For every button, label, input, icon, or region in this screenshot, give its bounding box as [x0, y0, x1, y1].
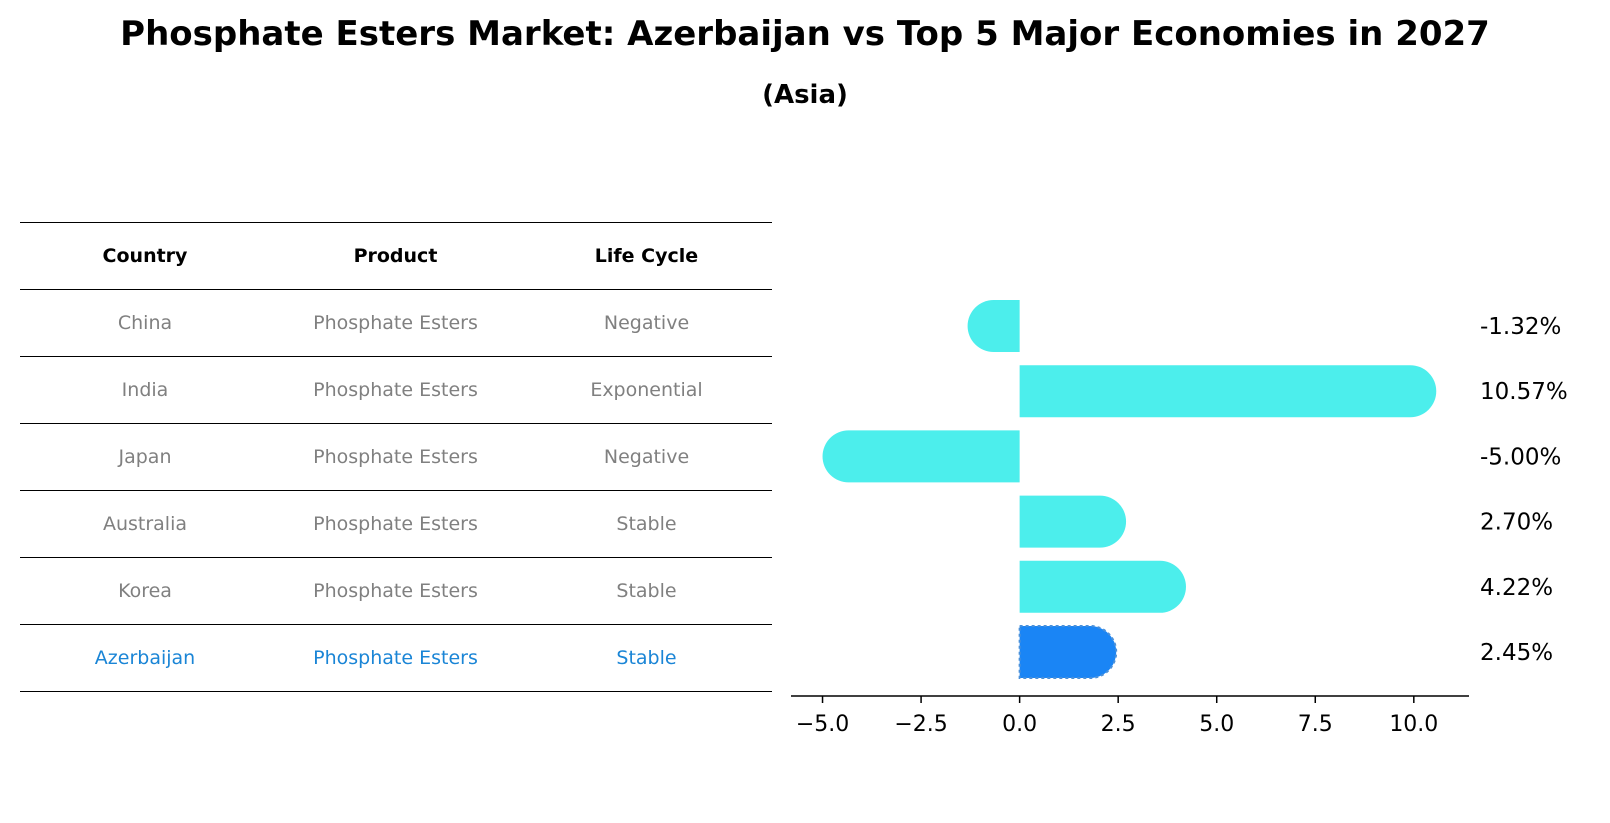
cell-country: Australia	[20, 490, 270, 558]
value-label: 4.22%	[1480, 575, 1553, 601]
bar-azerbaijan	[1018, 625, 1118, 679]
country-table: Country Product Life Cycle China Phospha…	[20, 222, 772, 692]
table-header-row: Country Product Life Cycle	[20, 222, 772, 290]
table-row: Australia Phosphate Esters Stable	[20, 490, 772, 558]
cell-country: Japan	[20, 423, 270, 491]
chart-subtitle: (Asia)	[762, 80, 848, 110]
x-tick-label: −5.0	[796, 712, 849, 737]
cell-life-cycle: Stable	[521, 490, 772, 558]
bar-china	[967, 300, 1020, 352]
cell-life-cycle: Negative	[521, 423, 772, 491]
cell-life-cycle: Exponential	[521, 356, 772, 424]
x-tick-label: 7.5	[1298, 712, 1333, 737]
bar-india	[1019, 365, 1437, 418]
header-product: Product	[270, 222, 521, 290]
cell-country: Azerbaijan	[20, 624, 270, 692]
x-tick-label: 5.0	[1199, 712, 1234, 737]
cell-product: Phosphate Esters	[270, 423, 521, 491]
value-label: -5.00%	[1480, 444, 1561, 470]
value-label: 10.57%	[1480, 379, 1568, 405]
cell-life-cycle: Negative	[521, 289, 772, 357]
bar-korea	[1019, 560, 1186, 613]
header-life-cycle: Life Cycle	[521, 222, 772, 290]
value-label: 2.45%	[1480, 640, 1553, 666]
cell-product: Phosphate Esters	[270, 490, 521, 558]
cell-product: Phosphate Esters	[270, 557, 521, 625]
chart-title: Phosphate Esters Market: Azerbaijan vs T…	[120, 14, 1490, 54]
table-row: Korea Phosphate Esters Stable	[20, 557, 772, 625]
cell-product: Phosphate Esters	[270, 289, 521, 357]
value-label: 2.70%	[1480, 510, 1553, 536]
x-tick-label: −2.5	[894, 712, 947, 737]
table-row: Japan Phosphate Esters Negative	[20, 423, 772, 491]
cell-product: Phosphate Esters	[270, 356, 521, 424]
cell-country: Korea	[20, 557, 270, 625]
cell-life-cycle: Stable	[521, 624, 772, 692]
x-tick-label: 0.0	[1002, 712, 1037, 737]
table-row: India Phosphate Esters Exponential	[20, 356, 772, 424]
cell-product: Phosphate Esters	[270, 624, 521, 692]
cell-country: India	[20, 356, 270, 424]
table-row-highlighted: Azerbaijan Phosphate Esters Stable	[20, 624, 772, 692]
header-country: Country	[20, 222, 270, 290]
bar-japan	[822, 430, 1020, 483]
table-row: China Phosphate Esters Negative	[20, 289, 772, 357]
cell-country: China	[20, 289, 270, 357]
bar-australia	[1019, 495, 1127, 548]
x-tick-label: 2.5	[1101, 712, 1136, 737]
cell-life-cycle: Stable	[521, 557, 772, 625]
x-tick-label: 10.0	[1389, 712, 1438, 737]
value-label: -1.32%	[1480, 314, 1561, 340]
